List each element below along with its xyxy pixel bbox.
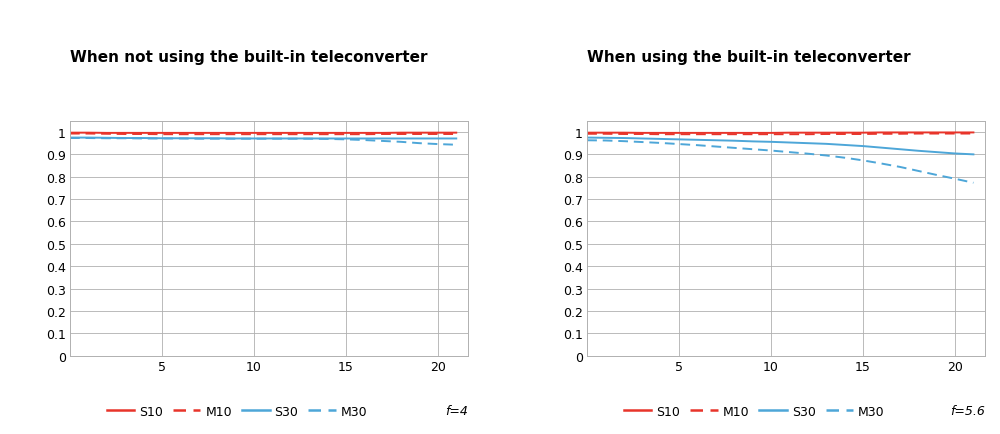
Legend: S10, M10, S30, M30: S10, M10, S30, M30: [619, 400, 890, 423]
Text: When using the built-in teleconverter: When using the built-in teleconverter: [587, 50, 911, 65]
Text: When not using the built-in teleconverter: When not using the built-in teleconverte…: [70, 50, 428, 65]
Text: f=4: f=4: [445, 404, 468, 417]
Legend: S10, M10, S30, M30: S10, M10, S30, M30: [102, 400, 373, 423]
Text: f=5.6: f=5.6: [950, 404, 985, 417]
